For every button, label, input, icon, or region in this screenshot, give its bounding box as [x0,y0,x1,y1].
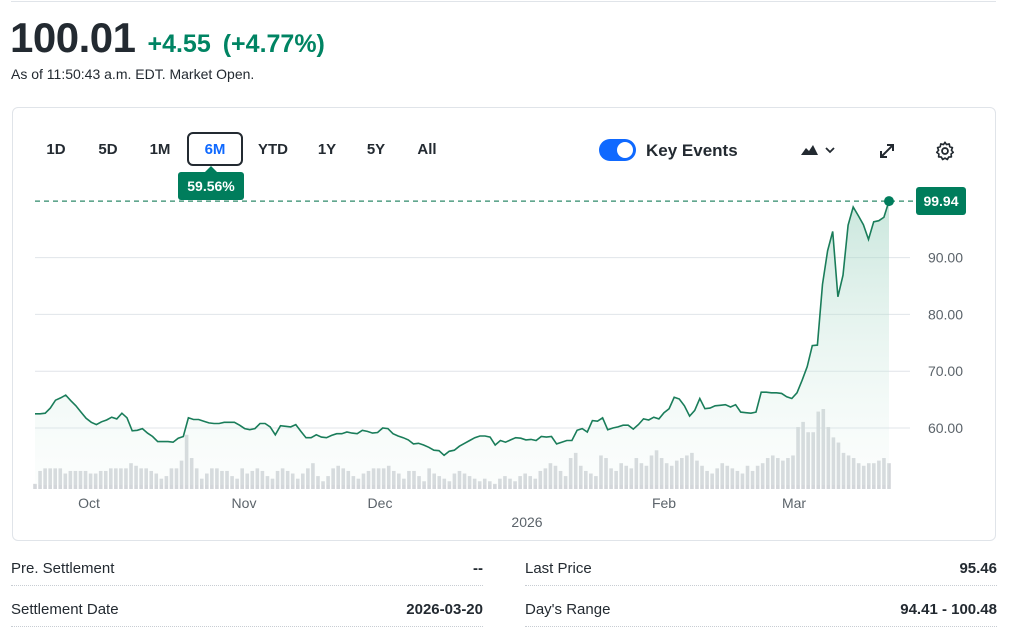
stat-label: Settlement Date [11,601,119,618]
volume-bar [493,483,497,489]
last-price-dot [884,196,894,207]
y-tick-label: 80.00 [928,306,963,322]
key-events-toggle[interactable] [599,139,636,161]
last-price-label-box [916,187,966,215]
x-tick-label: Nov [232,495,257,511]
volume-bar [422,481,426,489]
volume-bar [487,481,492,489]
stat-days-range: Day's Range 94.41 - 100.48 [525,593,997,627]
stat-value: -- [473,560,483,577]
volume-bar [477,481,482,489]
stat-value: 94.41 - 100.48 [900,601,997,618]
year-axis-label: 2026 [511,514,542,530]
range-selector: 1D 5D 1M 6M YTD 1Y 5Y All [29,132,453,166]
stat-last-price: Last Price 95.46 [525,552,997,586]
stat-label: Day's Range [525,601,611,618]
price-line [35,200,890,457]
range-button-all[interactable]: All [401,132,453,166]
stat-value: 95.46 [959,560,997,577]
price-area-fill [35,201,889,485]
range-button-1m[interactable]: 1M [133,132,187,166]
y-tick-label: 60.00 [928,420,963,436]
gear-icon [935,141,955,161]
key-events-label: Key Events [646,141,738,160]
stat-value: 2026-03-20 [406,601,483,618]
volume-bar [33,483,37,489]
volume-bar [513,481,517,489]
x-tick-label: Dec [368,495,393,511]
range-button-5y[interactable]: 5Y [351,132,401,166]
volume-bar [321,481,325,489]
expand-button[interactable] [874,138,900,164]
toggle-knob [617,142,633,158]
x-tick-label: Feb [652,495,676,511]
range-button-6m[interactable]: 6M [187,132,243,166]
range-button-ytd[interactable]: YTD [243,132,303,166]
x-tick-label: Oct [78,495,100,511]
chart-type-dropdown[interactable] [796,140,842,162]
stat-settlement-date: Settlement Date 2026-03-20 [11,593,483,627]
top-divider [11,1,996,2]
y-tick-label: 70.00 [928,363,963,379]
range-button-5d[interactable]: 5D [83,132,133,166]
y-tick-label: 90.00 [928,250,963,266]
mountain-chart-icon [801,145,835,155]
range-button-1y[interactable]: 1Y [303,132,351,166]
stat-label: Pre. Settlement [11,560,115,577]
market-status-text: As of 11:50:43 a.m. EDT. Market Open. [11,66,255,82]
chevron-down-icon [825,147,835,154]
current-price: 100.01 [10,14,136,61]
price-change-percent: (+4.77%) [222,30,325,58]
x-tick-label: Mar [782,495,806,511]
price-change: +4.55 [147,30,211,58]
quote-header: 100.01 +4.55 (+4.77%) [10,14,325,62]
range-button-1d[interactable]: 1D [29,132,83,166]
expand-icon [880,144,894,158]
stat-label: Last Price [525,560,592,577]
last-price-label: 99.94 [923,193,958,209]
range-change-tooltip: 59.56% [178,166,244,200]
volume-bar [447,481,452,489]
price-chart: 90.00 80.00 70.00 60.00 Oct Nov Dec Feb Mar 202… [33,187,966,530]
chart-settings-button[interactable] [931,137,959,165]
stat-pre-settlement: Pre. Settlement -- [11,552,483,586]
